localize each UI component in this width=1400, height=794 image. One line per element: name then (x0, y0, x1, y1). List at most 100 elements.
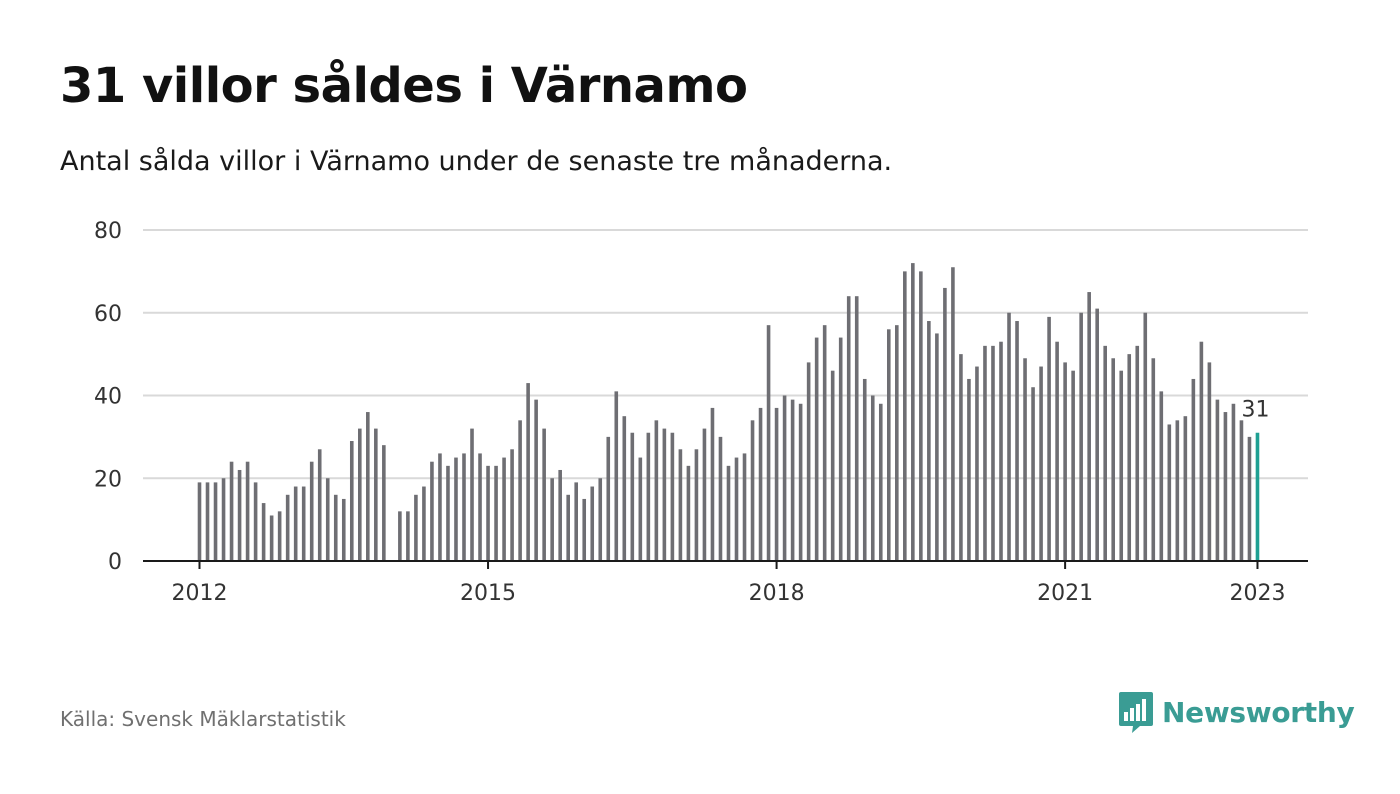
bar (197, 482, 202, 561)
bar (903, 271, 907, 561)
bar (1111, 358, 1116, 561)
highlight-value-label: 31 (1241, 398, 1269, 423)
bar (694, 449, 699, 561)
brand-logo: Newsworthy (1118, 690, 1355, 734)
bar (766, 325, 771, 561)
bar (1015, 321, 1019, 561)
bar (927, 321, 931, 561)
bar (895, 325, 899, 561)
bar (919, 271, 923, 561)
bar (1087, 292, 1091, 561)
bar (213, 482, 218, 561)
bar (566, 494, 570, 561)
bar (526, 383, 530, 561)
bar (1143, 312, 1148, 561)
bar (830, 370, 835, 561)
bar (358, 428, 362, 561)
bar (1063, 362, 1067, 561)
bar (486, 465, 490, 561)
bar (1207, 362, 1212, 561)
bar (598, 478, 603, 561)
highlight-bar (1255, 432, 1260, 561)
bar (854, 296, 859, 561)
bar (935, 333, 939, 561)
bar (718, 436, 723, 561)
bar (638, 457, 643, 561)
bar (734, 457, 739, 561)
y-tick-label: 0 (108, 550, 122, 575)
bar (1071, 370, 1075, 561)
bar (446, 465, 450, 561)
bar (518, 420, 522, 561)
bar (349, 441, 354, 561)
bar (1047, 316, 1051, 561)
bar (1023, 358, 1027, 561)
bar (967, 378, 971, 561)
bar (878, 403, 883, 561)
bar (285, 494, 290, 561)
bar (237, 469, 242, 561)
bar (943, 287, 947, 561)
bar (975, 366, 979, 561)
bar (366, 412, 370, 561)
bar (1247, 436, 1252, 561)
bar (790, 399, 795, 561)
bar (1175, 420, 1180, 561)
x-tick-label: 2021 (1037, 581, 1093, 606)
bar (253, 482, 258, 561)
bar (438, 453, 442, 561)
bar (454, 457, 458, 561)
bar (1039, 366, 1043, 561)
bar (870, 395, 875, 561)
bar (422, 486, 426, 561)
bar (550, 478, 554, 561)
bar (205, 482, 210, 561)
bar (814, 337, 819, 561)
bar (742, 453, 747, 561)
bar (750, 420, 755, 561)
bar (301, 486, 306, 561)
bar (630, 432, 635, 561)
bar (1079, 312, 1083, 561)
bar (1215, 399, 1220, 561)
bar (221, 478, 226, 561)
bar (670, 432, 675, 561)
bar (534, 399, 538, 561)
bar-chart-speech-bubble-icon (1119, 692, 1153, 733)
bar (662, 428, 667, 561)
bar (702, 428, 707, 561)
bar (1231, 403, 1236, 561)
y-tick-label: 40 (94, 385, 122, 410)
bar (502, 457, 506, 561)
bar (838, 337, 843, 561)
chart-title: 31 villor såldes i Värnamo (60, 58, 748, 114)
bar (1223, 412, 1228, 561)
bar (333, 494, 338, 561)
bar (382, 445, 386, 561)
y-tick-label: 20 (94, 467, 122, 492)
bar (1239, 420, 1244, 561)
bar (1055, 341, 1059, 561)
bar (414, 494, 418, 561)
y-tick-label: 60 (94, 302, 122, 327)
bar (959, 354, 963, 561)
bar (911, 263, 915, 561)
bar (614, 391, 619, 561)
bar (774, 407, 779, 561)
bar (494, 465, 498, 561)
bar (991, 345, 995, 561)
bar (710, 407, 715, 561)
bar (406, 511, 410, 561)
bar (398, 511, 402, 561)
bar (846, 296, 851, 561)
bar (542, 428, 546, 561)
bar (261, 503, 266, 561)
bar (309, 461, 314, 561)
bar (1103, 345, 1107, 561)
x-tick-label: 2015 (460, 581, 516, 606)
bar (983, 345, 987, 561)
bar (1159, 391, 1164, 561)
bar (862, 378, 867, 561)
bar (1095, 308, 1099, 561)
bar (1167, 424, 1172, 561)
